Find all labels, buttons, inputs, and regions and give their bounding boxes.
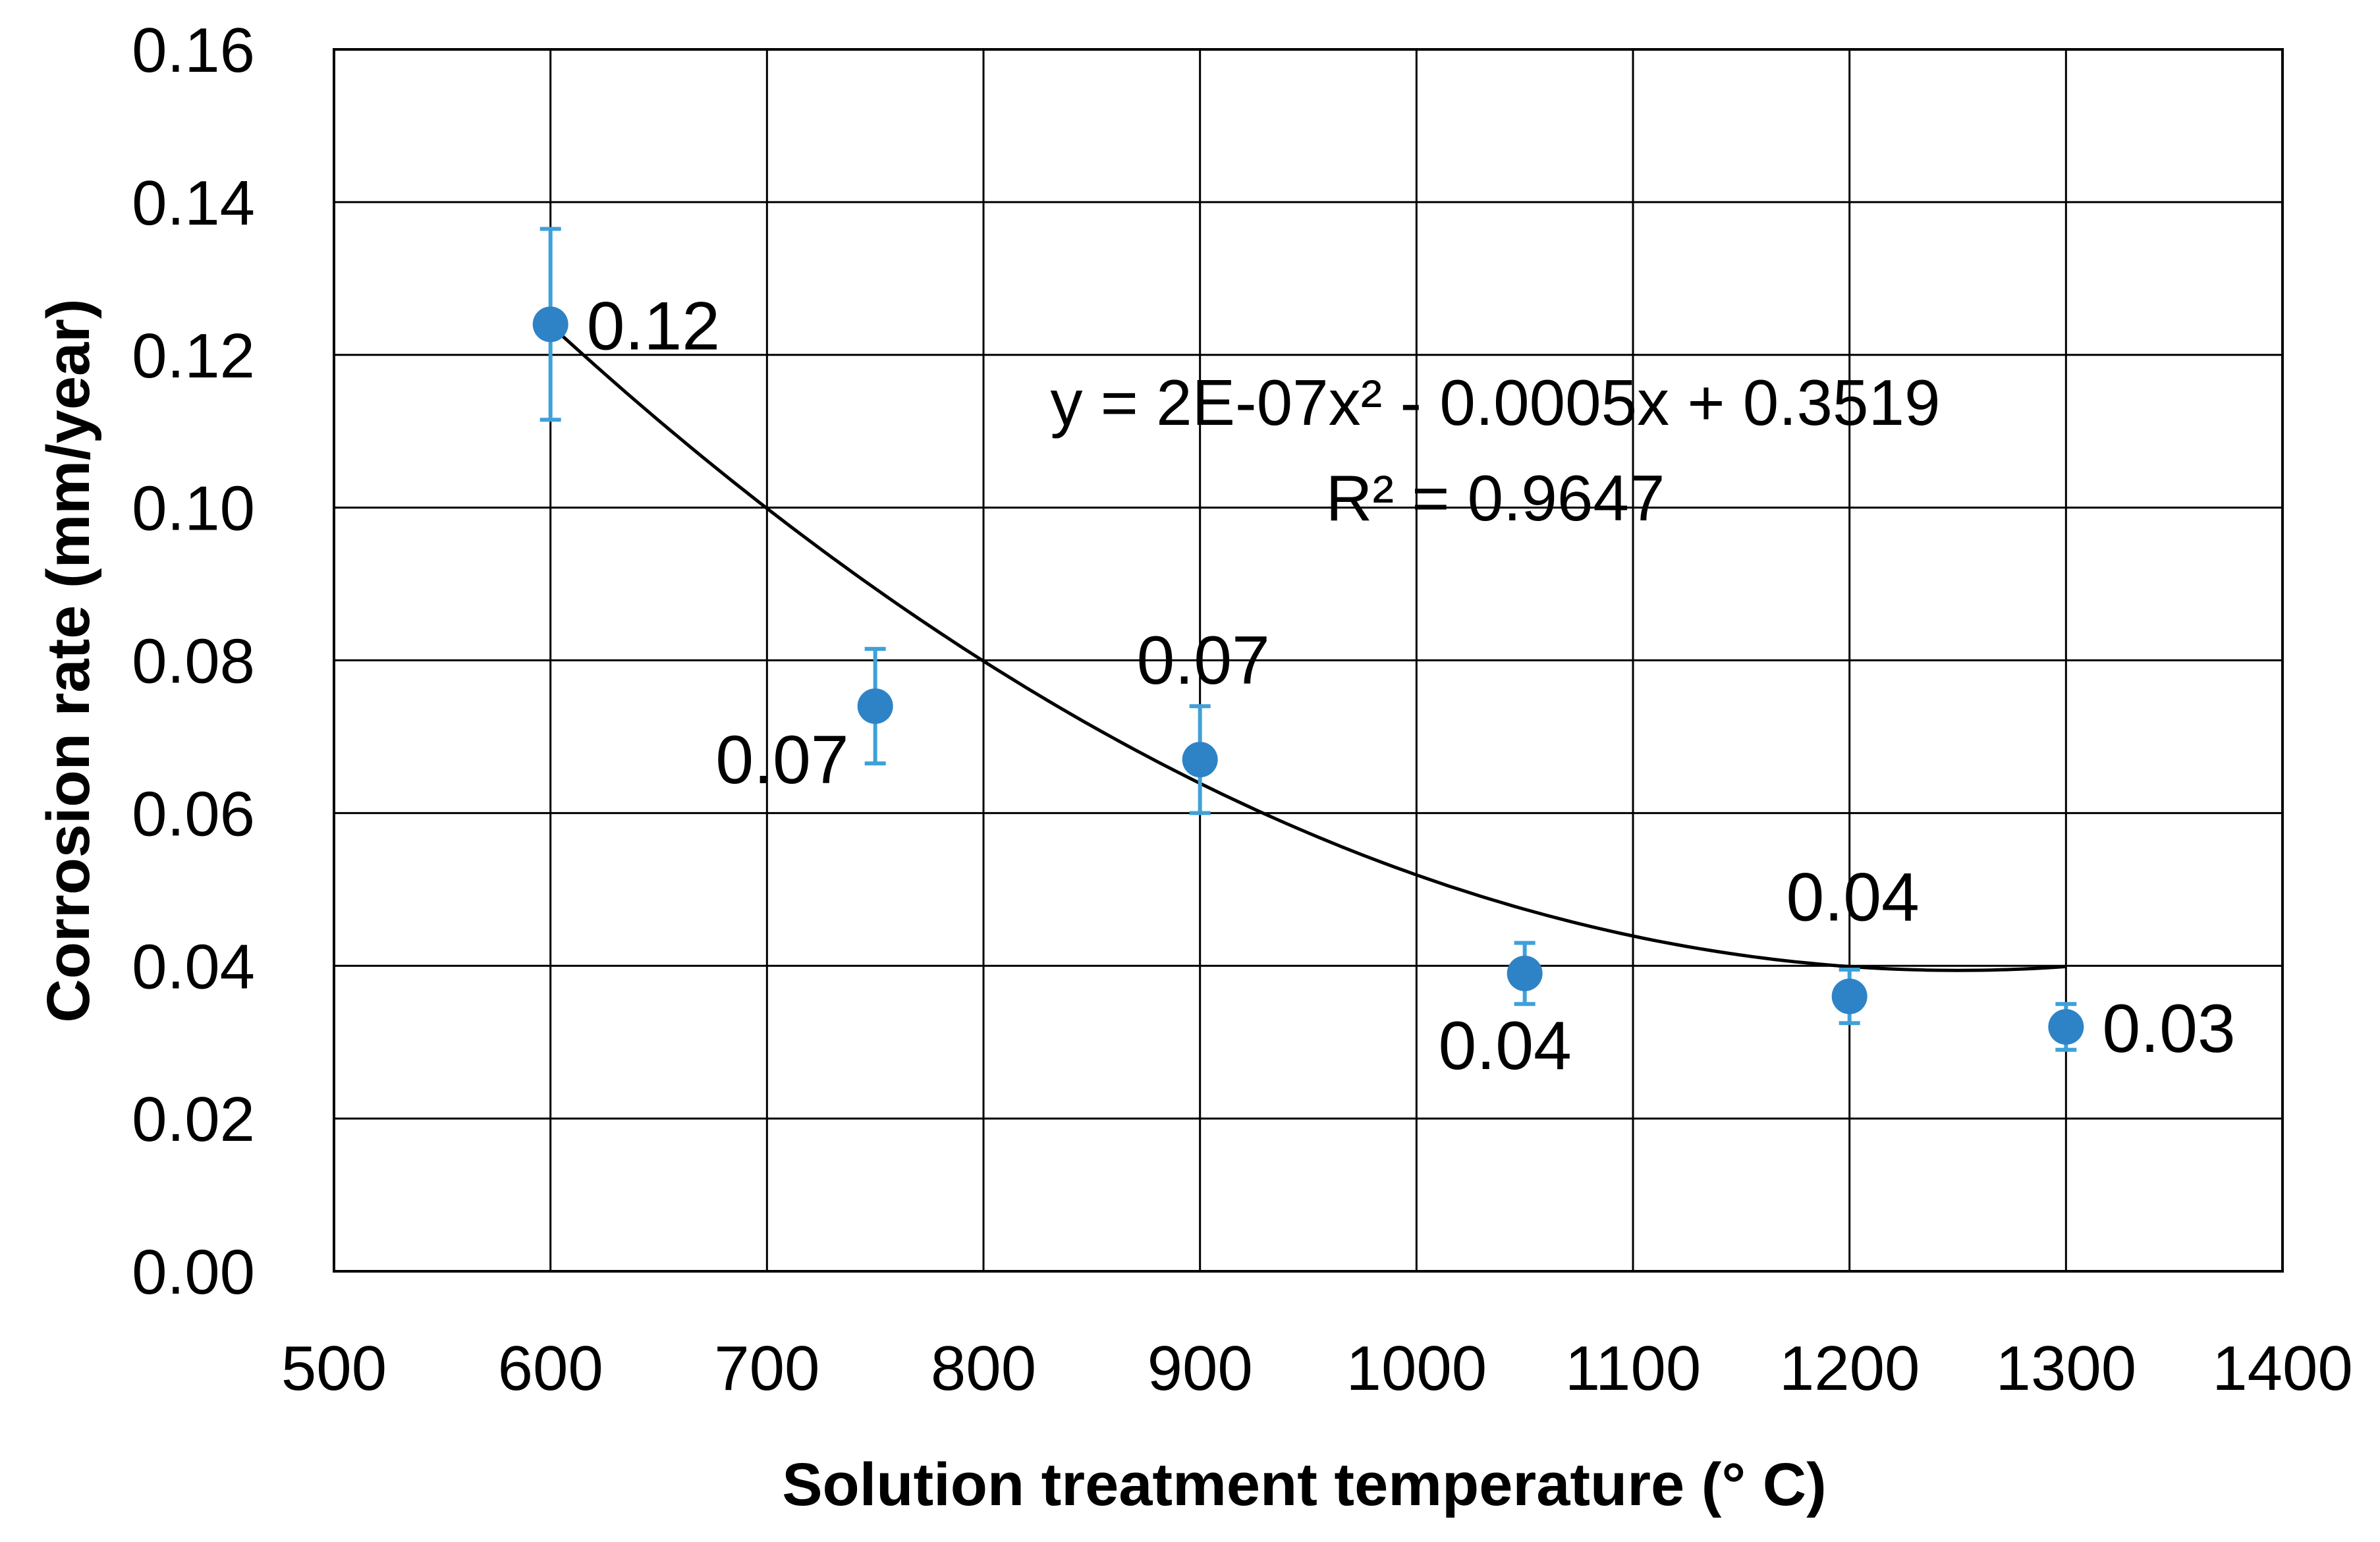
- y-tick-label: 0.00: [132, 1237, 255, 1308]
- y-tick-label: 0.04: [132, 931, 255, 1002]
- x-tick-label: 700: [714, 1333, 819, 1404]
- data-point: [2048, 1009, 2084, 1045]
- data-points: [532, 306, 2084, 1045]
- y-tick-label: 0.08: [132, 626, 255, 697]
- trendline-equation: y = 2E-07x² - 0.0005x + 0.3519: [1050, 366, 1940, 439]
- data-point: [532, 306, 568, 343]
- data-label: 0.04: [1786, 860, 1919, 936]
- x-tick-label: 600: [498, 1333, 603, 1404]
- x-tick-label: 500: [281, 1333, 387, 1404]
- y-tick-label: 0.12: [132, 321, 255, 391]
- x-axis-title: Solution treatment temperature (° C): [782, 1451, 1827, 1518]
- y-tick-label: 0.02: [132, 1084, 255, 1155]
- data-point: [1182, 742, 1218, 778]
- data-label: 0.12: [587, 288, 720, 364]
- x-axis-tick-labels: 500 600 700 800 900 1000 1100 1200 1300 1400: [281, 1333, 2353, 1404]
- data-label: 0.07: [715, 722, 848, 798]
- data-label: 0.07: [1136, 622, 1269, 699]
- y-axis-title: Corrosion rate (mm/year): [35, 298, 102, 1022]
- y-tick-label: 0.06: [132, 779, 255, 849]
- data-label: 0.03: [2102, 991, 2235, 1067]
- y-axis-tick-labels: 0.00 0.02 0.04 0.06 0.08 0.10 0.12 0.14 0.16: [132, 15, 255, 1308]
- y-tick-label: 0.10: [132, 474, 255, 544]
- x-tick-label: 1100: [1565, 1333, 1701, 1404]
- y-tick-label: 0.16: [132, 15, 255, 86]
- plot-area-border: [333, 48, 2284, 1273]
- trendline-curve: [549, 323, 2066, 972]
- trendline-r-squared: R² = 0.9647: [1326, 462, 1665, 534]
- x-tick-label: 1300: [1996, 1333, 2137, 1404]
- x-tick-label: 1200: [1779, 1333, 1920, 1404]
- data-label: 0.04: [1438, 1008, 1571, 1084]
- x-tick-label: 1000: [1346, 1333, 1487, 1404]
- data-point: [1507, 955, 1543, 991]
- y-tick-label: 0.14: [132, 168, 255, 238]
- x-tick-label: 1400: [2212, 1333, 2353, 1404]
- data-labels: 0.12 0.07 0.07 0.04 0.04 0.03: [587, 288, 2236, 1084]
- data-point: [1831, 978, 1868, 1014]
- x-tick-label: 800: [931, 1333, 1036, 1404]
- data-point: [857, 688, 893, 725]
- x-tick-label: 900: [1148, 1333, 1253, 1404]
- grid-lines: [333, 48, 2284, 1273]
